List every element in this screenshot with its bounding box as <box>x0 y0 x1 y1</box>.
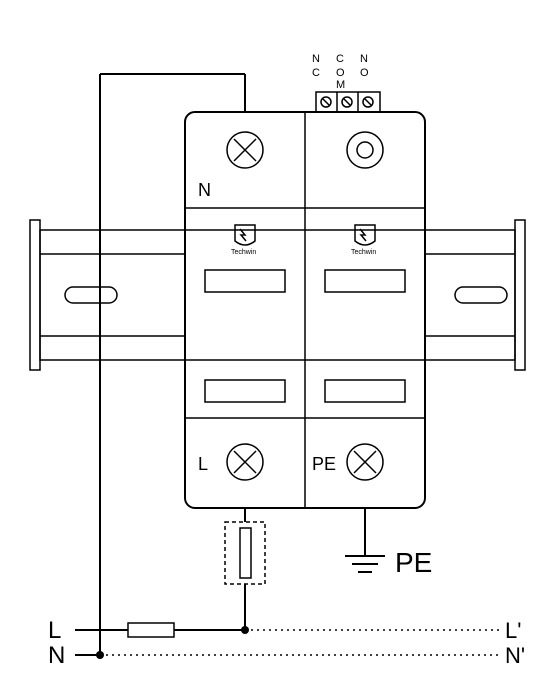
terminal-label: N <box>198 180 211 200</box>
rs-label: O <box>336 67 345 79</box>
main-lines: L L' N N' <box>48 617 525 669</box>
wiring <box>96 74 249 659</box>
terminal-bottom-L: L <box>198 444 263 480</box>
rs-label: N <box>312 53 320 65</box>
pe-label: PE <box>395 547 432 578</box>
rs-label: O <box>360 67 369 79</box>
brand-label: Techwin <box>231 249 256 256</box>
rs-label: M <box>336 79 345 91</box>
external-fuse <box>225 522 265 584</box>
rs-label: C <box>336 53 344 65</box>
terminal-bottom-PE: PE <box>312 444 383 480</box>
terminal-top-N: N <box>198 132 263 200</box>
line-L-label-right: L' <box>505 618 521 643</box>
line-N-label-left: N <box>48 642 65 669</box>
spd-device: N Techwin Techwin L <box>185 112 425 508</box>
line-N-label-right: N' <box>505 643 525 668</box>
terminal-label: PE <box>312 454 336 474</box>
ground-symbol: PE <box>345 508 432 578</box>
din-rail <box>30 220 525 370</box>
remote-signal-block: N C N C O O M <box>312 53 380 112</box>
module-left: Techwin <box>205 225 285 402</box>
brand-label: Techwin <box>351 249 376 256</box>
line-L-label-left: L <box>48 617 61 644</box>
rs-label: C <box>312 67 320 79</box>
wiring-diagram: N C N C O O M N Techwin <box>0 0 550 681</box>
terminal-top-blank <box>347 132 383 168</box>
module-right: Techwin <box>325 225 405 402</box>
rs-label: N <box>360 53 368 65</box>
terminal-label: L <box>198 454 208 474</box>
